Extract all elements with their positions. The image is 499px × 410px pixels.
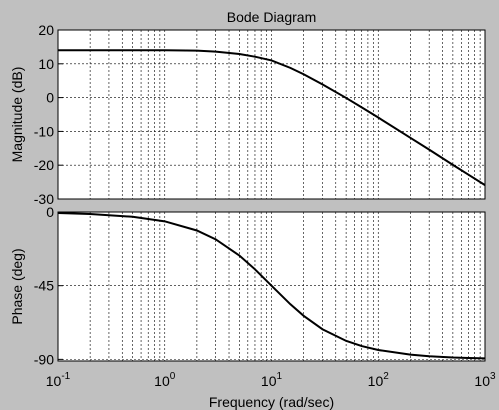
phase-series-line <box>57 211 486 360</box>
x-tick-label: 101 <box>261 371 283 389</box>
x-tick-label: 103 <box>474 371 496 389</box>
magnitude-y-tick-label: -20 <box>34 157 54 173</box>
x-tick-label: 102 <box>368 371 390 389</box>
magnitude-y-tick-label: -30 <box>34 191 54 207</box>
phase-panel: 0 -45 -90 Phase (deg) <box>9 204 486 367</box>
magnitude-y-axis-label: Magnitude (dB) <box>9 67 25 163</box>
phase-axes-frame <box>57 211 486 362</box>
magnitude-y-tick-label: 0 <box>46 90 54 106</box>
chart-title: Bode Diagram <box>227 9 317 25</box>
phase-y-tick-label: -45 <box>34 278 54 294</box>
magnitude-y-tick-label: 20 <box>38 22 54 38</box>
x-tick-labels: 10-1 100 101 102 103 <box>46 371 496 389</box>
x-tick-label: 100 <box>154 371 176 389</box>
magnitude-axes-frame <box>57 29 486 200</box>
x-axis-label: Frequency (rad/sec) <box>209 394 334 410</box>
phase-y-tick-label: -90 <box>34 351 54 367</box>
phase-y-tick-label: 0 <box>46 204 54 220</box>
magnitude-y-tick-label: 10 <box>38 56 54 72</box>
phase-y-axis-label: Phase (deg) <box>9 248 25 324</box>
magnitude-y-ticks: 20 10 0 -10 -20 -30 <box>34 22 63 207</box>
magnitude-series-line <box>58 49 486 186</box>
phase-y-ticks: 0 -45 -90 <box>34 204 63 367</box>
magnitude-panel: 20 10 0 -10 -20 -30 Magnitude (dB) <box>9 22 486 207</box>
magnitude-y-tick-label: -10 <box>34 123 54 139</box>
x-tick-label: 10-1 <box>46 371 71 389</box>
